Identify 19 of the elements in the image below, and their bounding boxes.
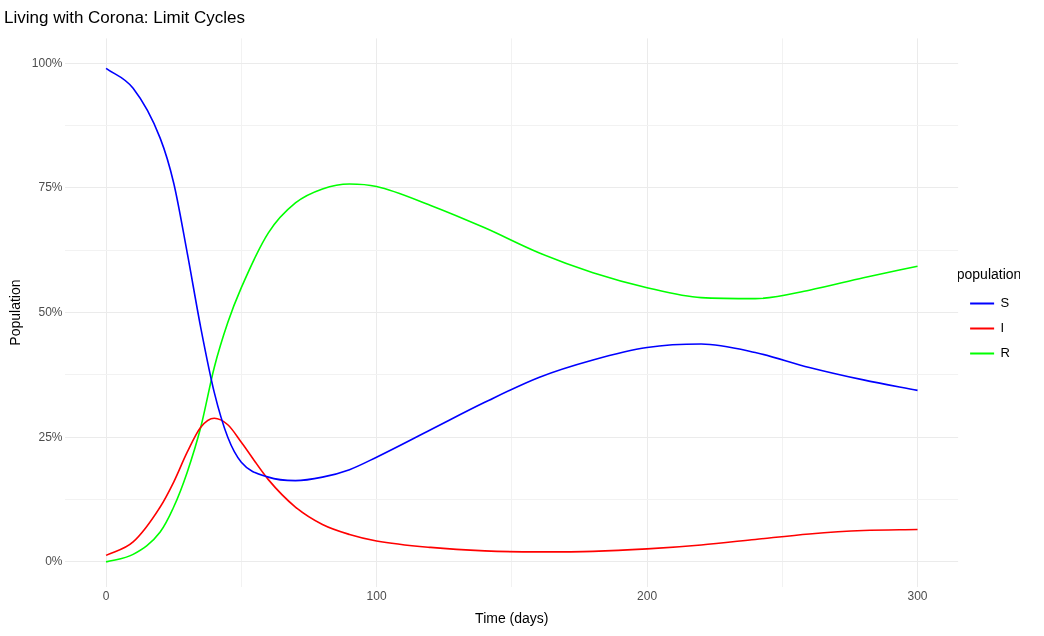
y-tick-label: 75%: [38, 180, 63, 195]
line-series: [105, 417, 919, 557]
legend-label: I: [1000, 319, 1005, 335]
y-tick-label: 50%: [38, 304, 63, 319]
line-series: [105, 183, 919, 563]
legend-title: population: [956, 265, 1022, 282]
legend-label: R: [1000, 344, 1010, 360]
y-tick-label: 0%: [45, 554, 63, 569]
y-axis-title: Population: [7, 279, 24, 346]
y-tick-label: 100%: [31, 55, 63, 70]
x-axis-title: Time (days): [475, 610, 549, 627]
x-tick-label: 0: [102, 589, 110, 604]
x-tick-label: 100: [366, 589, 387, 604]
chart-title: Living with Corona: Limit Cycles: [4, 7, 245, 27]
legend-label: S: [1000, 294, 1010, 310]
line-series: [105, 67, 919, 482]
y-tick-label: 25%: [38, 429, 63, 444]
x-tick-label: 300: [907, 589, 928, 604]
x-tick-label: 200: [637, 589, 658, 604]
